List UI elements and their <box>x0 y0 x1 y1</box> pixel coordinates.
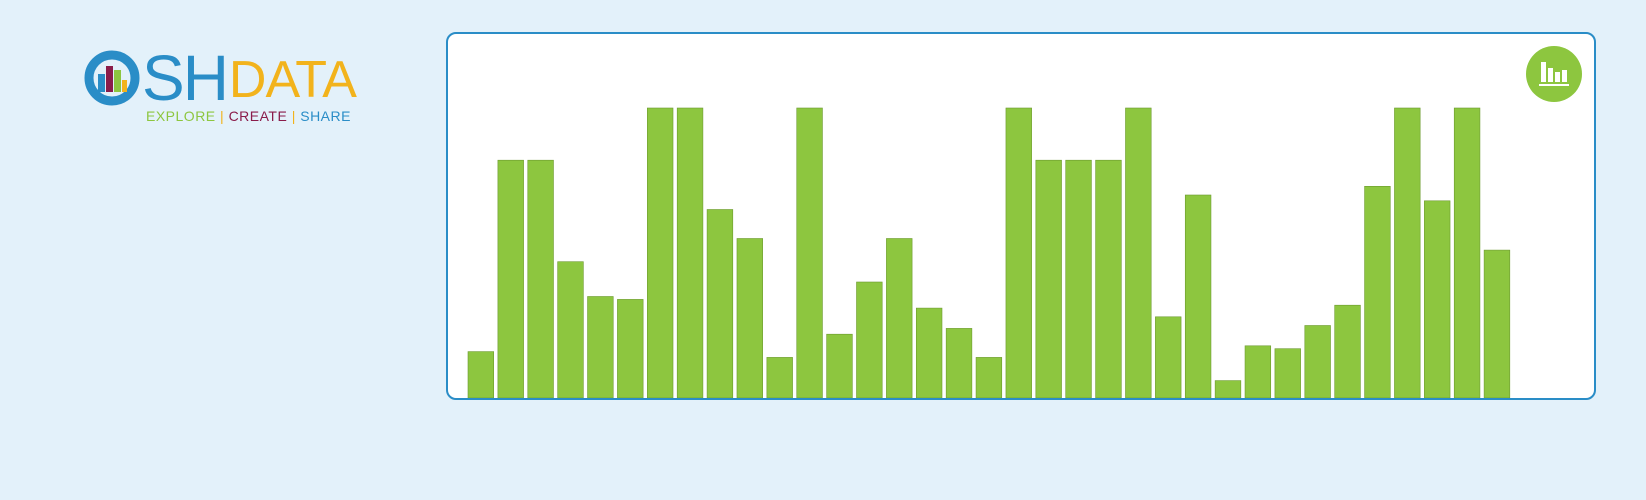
bar-8[interactable] <box>676 107 704 398</box>
tagline-separator: | <box>291 108 296 124</box>
bar-27[interactable] <box>1244 345 1272 398</box>
bar-17[interactable] <box>945 328 973 398</box>
bar-12[interactable] <box>796 107 823 398</box>
bar-32[interactable] <box>1394 107 1421 398</box>
bar-6[interactable] <box>617 299 644 398</box>
bar-7[interactable] <box>647 107 674 398</box>
bar-15[interactable] <box>886 238 913 399</box>
bar-35[interactable] <box>1483 249 1511 398</box>
bar-11[interactable] <box>766 357 793 398</box>
chart-panel <box>446 32 1596 400</box>
tagline-separator: | <box>220 108 225 124</box>
bar-23[interactable] <box>1125 107 1152 398</box>
logo-o-chart-icon <box>84 50 140 106</box>
bar-5[interactable] <box>587 296 614 399</box>
bar-26[interactable] <box>1214 380 1242 398</box>
bar-2[interactable] <box>497 159 524 398</box>
oshdata-logo[interactable]: SH DATA EXPLORE | CREATE | SHARE <box>84 42 364 132</box>
bar-20[interactable] <box>1035 159 1062 398</box>
bar-16[interactable] <box>915 307 943 398</box>
logo-text-data: DATA <box>228 51 357 109</box>
bar-9[interactable] <box>706 209 734 399</box>
bar-18[interactable] <box>975 357 1003 398</box>
bar-chart-icon <box>1539 62 1569 86</box>
chart-type-toggle-button[interactable] <box>1526 46 1582 102</box>
bar-22[interactable] <box>1095 159 1122 398</box>
bar-chart <box>467 107 1511 399</box>
bar-21[interactable] <box>1065 159 1092 398</box>
bar-34[interactable] <box>1453 107 1481 398</box>
bar-19[interactable] <box>1005 107 1032 398</box>
tagline-explore: EXPLORE <box>146 108 216 124</box>
bar-3[interactable] <box>527 159 554 398</box>
logo-text-sh: SH <box>142 42 229 114</box>
bar-10[interactable] <box>736 238 763 399</box>
bar-31[interactable] <box>1364 186 1391 398</box>
tagline-share: SHARE <box>300 108 351 124</box>
bar-13[interactable] <box>826 333 853 398</box>
bar-33[interactable] <box>1424 200 1451 398</box>
tagline-create: CREATE <box>228 108 288 124</box>
bar-25[interactable] <box>1184 194 1212 398</box>
bar-14[interactable] <box>856 281 883 398</box>
bar-4[interactable] <box>557 261 584 398</box>
bar-28[interactable] <box>1274 348 1301 398</box>
bar-24[interactable] <box>1155 316 1182 398</box>
bar-1[interactable] <box>467 351 495 398</box>
logo-wordmark: SH DATA <box>84 42 357 114</box>
logo-tagline: EXPLORE | CREATE | SHARE <box>146 108 351 124</box>
bar-29[interactable] <box>1304 325 1331 399</box>
bar-30[interactable] <box>1334 304 1361 398</box>
